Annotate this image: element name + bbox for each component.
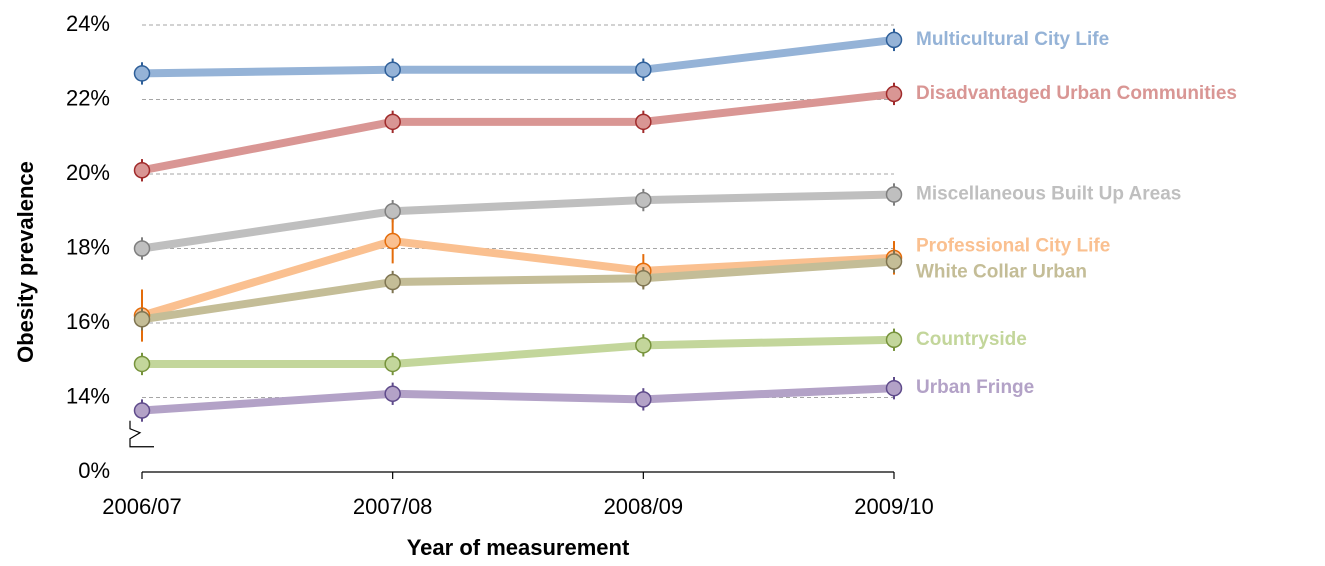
y-tick-label: 22% xyxy=(66,85,110,110)
x-axis-title: Year of measurement xyxy=(407,535,630,560)
marker xyxy=(885,186,903,203)
x-tick-label: 2007/08 xyxy=(353,494,433,519)
marker xyxy=(133,240,151,257)
marker xyxy=(885,331,903,349)
series-label: Miscellaneous Built Up Areas xyxy=(916,184,1181,205)
marker xyxy=(384,61,401,78)
marker xyxy=(133,162,151,179)
axis-break xyxy=(129,420,154,448)
x-tick-label: 2006/07 xyxy=(102,494,182,519)
y-tick-label: 24% xyxy=(66,11,110,36)
marker xyxy=(635,337,652,354)
marker xyxy=(384,273,401,291)
marker xyxy=(635,270,652,287)
series-line xyxy=(141,384,895,415)
series-line xyxy=(142,335,895,368)
y-tick-label: 0% xyxy=(78,458,110,483)
marker xyxy=(133,355,151,373)
y-axis-title: Obesity prevalence xyxy=(13,161,38,363)
series-label: Urban Fringe xyxy=(916,377,1034,398)
marker xyxy=(384,232,401,250)
marker xyxy=(133,311,151,328)
series-line xyxy=(140,237,895,320)
marker xyxy=(133,402,151,419)
marker xyxy=(635,61,652,78)
series-line xyxy=(141,257,895,324)
series-label: Disadvantaged Urban Communities xyxy=(916,83,1237,104)
y-tick-label: 16% xyxy=(66,309,110,334)
x-tick-label: 2008/09 xyxy=(604,494,684,519)
marker xyxy=(133,65,151,82)
series-label: Countryside xyxy=(916,329,1027,350)
x-tick-label: 2009/10 xyxy=(854,494,934,519)
marker xyxy=(384,113,401,131)
marker xyxy=(635,391,652,408)
marker xyxy=(885,31,903,49)
marker xyxy=(384,203,401,220)
marker xyxy=(384,355,401,373)
series-line xyxy=(141,35,895,78)
y-tick-label: 20% xyxy=(66,160,110,185)
marker xyxy=(635,113,652,131)
marker xyxy=(885,85,903,103)
series-line xyxy=(141,89,895,175)
marker xyxy=(384,385,401,403)
y-tick-label: 14% xyxy=(66,383,110,408)
marker xyxy=(635,191,652,209)
marker xyxy=(885,379,903,397)
marker xyxy=(885,253,903,270)
series-label: Multicultural City Life xyxy=(916,29,1109,50)
series-line xyxy=(141,190,895,253)
y-tick-label: 18% xyxy=(66,234,110,259)
series-label: White Collar Urban xyxy=(916,262,1087,283)
series-label: Professional City Life xyxy=(916,236,1110,257)
